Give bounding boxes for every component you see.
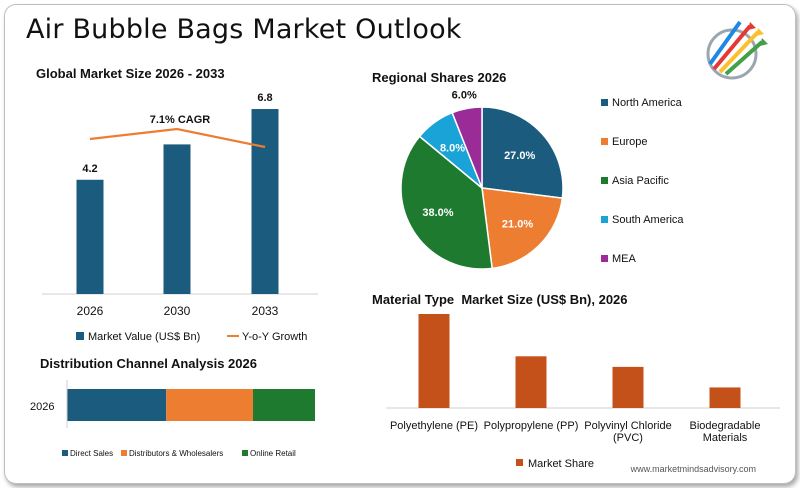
market-size-tick-label: 2026 [77,304,104,318]
pie-legend-swatch [601,138,608,145]
pie-data-label: 6.0% [452,90,477,102]
legend-label-market-value: Market Value (US$ Bn) [88,331,200,343]
material-tick-label: Polyvinyl Chloride [584,420,671,432]
material-bar-1 [418,314,450,408]
distribution-legend-swatch [62,450,68,456]
material-tick-label: Materials [703,432,748,444]
distribution-legend-swatch [242,450,248,456]
distribution-legend-swatch [121,450,127,456]
distribution-legend-label: Distributors & Wholesalers [129,449,223,458]
distribution-legend-label: Online Retail [250,449,296,458]
material-tick-label: Polyethylene (PE) [390,420,478,432]
page-title: Air Bubble Bags Market Outlook [26,14,462,45]
material-tick-label: Polypropylene (PP) [484,420,579,432]
distribution-title: Distribution Channel Analysis 2026 [40,356,257,371]
pie-data-label: 8.0% [440,142,465,154]
pie-slice-europe [481,187,564,270]
distribution-legend-label: Direct Sales [70,449,113,458]
cagr-annotation: 7.1% CAGR [150,114,211,126]
website-url: www.marketmindsadvisory.com [630,464,756,474]
logo [700,14,770,84]
distribution-category-label: 2026 [30,401,54,413]
material-bar-2 [515,356,547,408]
market-size-bar-2030 [163,144,191,294]
market-size-tick-label: 2033 [252,304,279,318]
distribution-segment-1 [67,389,167,421]
pie-legend-swatch [601,216,608,223]
logo-icon [706,20,768,80]
pie-legend-label: North America [612,97,683,109]
market-size-data-label: 4.2 [82,163,97,175]
distribution-segment-3 [253,389,315,421]
material-legend-swatch [516,459,523,466]
pie-data-label: 38.0% [422,207,453,219]
market-size-bar-2033 [251,109,279,294]
growth-line [89,127,266,149]
regional-shares-title: Regional Shares 2026 [372,70,507,85]
market-size-bar-2026 [76,179,104,294]
market-size-title: Global Market Size 2026 - 2033 [36,66,225,81]
material-tick-label: (PVC) [613,432,643,444]
pie-legend-label: South America [612,214,684,226]
legend-label-growth: Y-o-Y Growth [242,331,307,343]
pie-legend-label: Europe [612,136,647,148]
pie-slice-mea [451,106,483,189]
material-legend-label: Market Share [528,458,594,470]
pie-slice-asia-pacific [400,135,493,270]
material-tick-label: Biodegradable [690,420,761,432]
pie-legend-label: Asia Pacific [612,175,669,187]
market-size-tick-label: 2030 [164,304,191,318]
pie-data-label: 27.0% [504,150,535,162]
material-title: Material Type Market Size (US$ Bn), 2026 [372,292,628,307]
material-bar-3 [612,366,644,408]
pie-legend-swatch [601,99,608,106]
pie-slice-north-america [481,106,564,199]
distribution-segment-2 [166,389,253,421]
market-size-data-label: 6.8 [257,92,272,104]
pie-legend-label: MEA [612,253,637,265]
pie-data-label: 21.0% [502,219,533,231]
legend-swatch-market-value [76,332,84,340]
pie-legend-swatch [601,255,608,262]
material-bar-4 [709,387,741,408]
pie-legend-swatch [601,177,608,184]
